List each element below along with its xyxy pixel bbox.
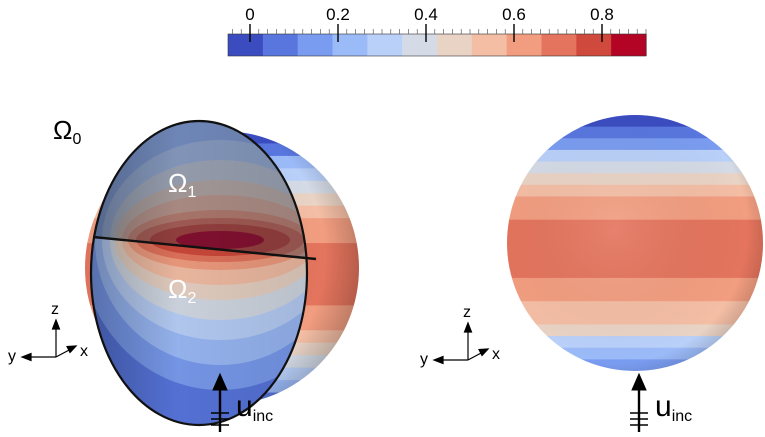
omega2-label: Ω2 [168,274,197,307]
colorbar-swatch [228,34,264,56]
colorbar-tick-label: 0.4 [414,5,438,24]
colorbar-swatch [367,34,403,56]
omega0-label: Ω0 [53,115,82,148]
colorbar-swatch [541,34,577,56]
colorbar-swatch [576,34,612,56]
colorbar-tick-label: 0.8 [590,5,614,24]
colorbar-swatch [297,34,334,56]
colorbar-tick-label: 0 [245,5,255,24]
interface-line [92,235,317,261]
left-sphere [85,119,359,427]
left-axis-z-label: z [51,301,59,318]
right-sphere [507,115,763,371]
colorbar-swatch [332,34,368,56]
colorbar-swatch [611,34,647,56]
right-axis-y-label: y [420,351,428,368]
right-uinc-label: uinc [655,390,693,425]
right-sphere-shading [507,115,763,371]
colorbar [227,24,647,57]
cut-plane-shading [91,121,307,425]
colorbar-border [227,33,647,57]
right-axis-x-label: x [492,346,500,363]
left-axis-x-label: x [80,343,88,360]
omega1-label: Ω1 [168,168,197,201]
left-incident-arrow [211,372,229,432]
right-axis-z-label: z [463,304,471,321]
colorbar-swatch [437,34,473,56]
colorbar-swatch [471,34,508,56]
colorbar-swatches [228,34,647,56]
cut-plane-outline [89,119,309,427]
left-uinc-label: uinc [236,390,274,425]
right-incident-arrow [630,372,648,432]
colorbar-tick-label: 0.2 [326,5,350,24]
colorbar-swatch [402,34,438,56]
colorbar-ticks [232,24,647,42]
colorbar-tick-label: 0.6 [502,5,526,24]
colorbar-swatch [506,34,543,56]
left-axis-triad [20,318,78,362]
right-axis-triad [432,321,490,365]
colorbar-swatch [262,34,299,56]
left-axis-y-label: y [8,348,16,365]
